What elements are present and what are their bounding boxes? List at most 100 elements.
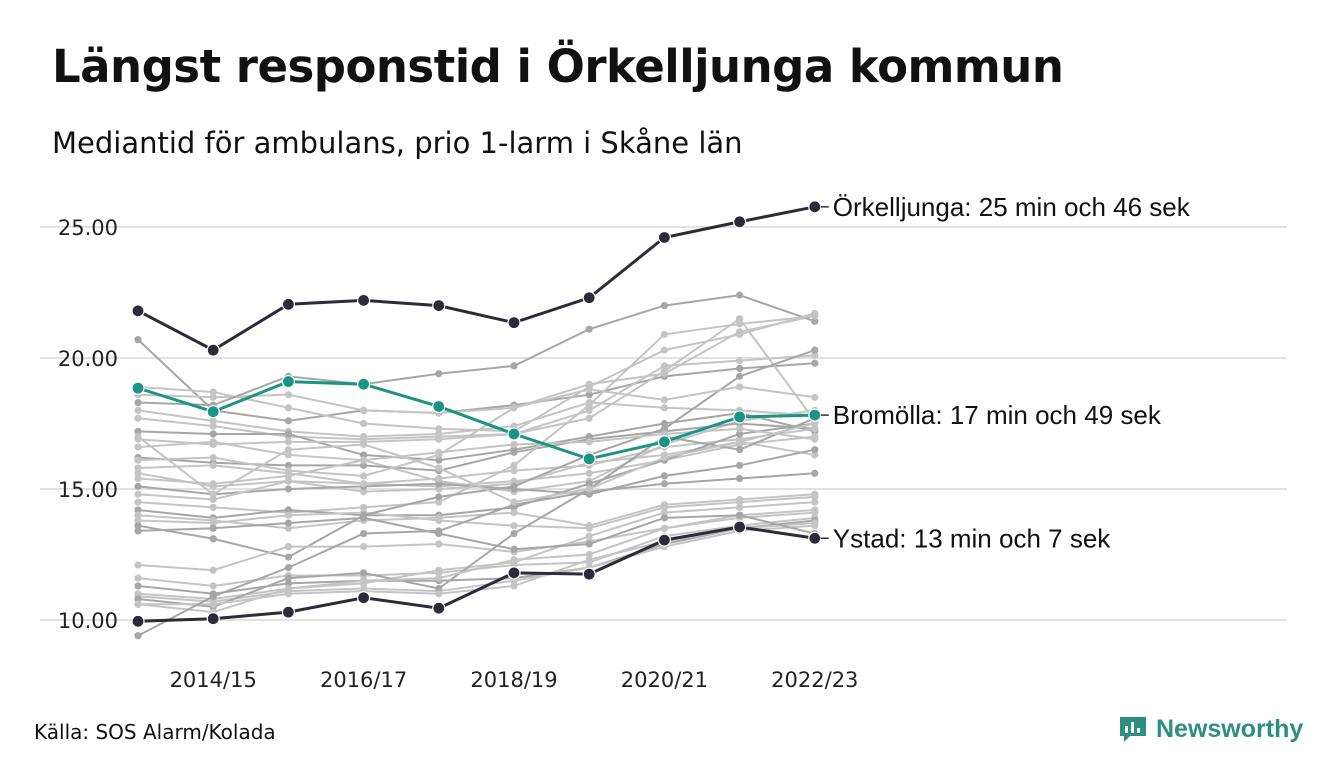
background-series-line — [134, 419, 819, 506]
series-point — [585, 540, 593, 548]
series-point — [736, 383, 744, 391]
series-point-orkelljunga — [732, 215, 747, 229]
series-point — [435, 566, 443, 574]
series-point-bromolla — [732, 410, 747, 424]
series-point — [736, 372, 744, 380]
series-line — [137, 448, 816, 496]
series-point — [811, 451, 819, 459]
series-point — [284, 404, 292, 412]
series-point — [435, 456, 443, 464]
series-point — [435, 529, 443, 538]
series-point-orkelljunga — [206, 343, 220, 357]
series-point — [435, 498, 443, 506]
newsworthy-icon — [1120, 717, 1146, 742]
series-point — [736, 291, 744, 299]
series-point — [660, 425, 669, 433]
series-point — [284, 584, 292, 593]
series-point — [660, 508, 669, 517]
series-point — [510, 582, 518, 590]
series-point — [435, 574, 443, 582]
series-point — [435, 474, 443, 483]
series-point-bromolla — [281, 374, 295, 389]
series-point — [510, 556, 518, 564]
series-point — [510, 508, 518, 517]
series-point — [134, 490, 142, 498]
background-series-line — [134, 469, 819, 640]
series-line — [137, 412, 816, 462]
series-line — [137, 315, 815, 514]
series-point — [585, 556, 593, 564]
series-point — [360, 514, 368, 522]
series-point — [660, 367, 669, 375]
series-point — [134, 561, 142, 569]
series-point — [811, 393, 819, 401]
y-tick-label: 25.00 — [58, 216, 118, 240]
series-point — [209, 453, 217, 462]
series-point — [510, 522, 518, 530]
series-point — [134, 522, 142, 530]
series-point — [811, 359, 819, 367]
series-line — [137, 354, 815, 441]
series-point — [435, 540, 443, 548]
series-line — [137, 511, 815, 572]
series-point — [360, 456, 368, 464]
series-point — [510, 482, 518, 490]
series-point — [134, 600, 142, 608]
series-point — [510, 498, 518, 506]
series-point-ystad — [432, 601, 446, 615]
series-point — [284, 477, 292, 485]
series-point — [435, 464, 443, 472]
series-point — [360, 543, 368, 551]
series-point — [585, 406, 593, 414]
series-point — [209, 461, 217, 470]
series-point — [209, 430, 217, 438]
series-point — [510, 404, 518, 412]
series-orkelljunga: Örkelljunga: 25 min och 46 sek — [131, 192, 1191, 357]
series-point — [209, 519, 217, 527]
series-line-ystad — [137, 525, 816, 623]
series-point — [811, 506, 819, 514]
series-point-orkelljunga — [808, 200, 822, 214]
series-point — [360, 419, 368, 428]
series-line — [137, 493, 815, 530]
series-point — [209, 393, 217, 401]
series-point — [736, 511, 744, 519]
series-point — [209, 490, 217, 498]
series-point — [284, 467, 292, 475]
series-point — [134, 427, 142, 435]
series-point — [736, 474, 744, 483]
series-point — [134, 632, 142, 640]
series-point — [209, 503, 217, 511]
series-point — [284, 461, 292, 470]
series-point-orkelljunga — [281, 297, 295, 311]
series-point — [134, 464, 142, 472]
series-line — [137, 501, 815, 601]
series-point — [660, 524, 669, 532]
series-point — [660, 472, 669, 480]
series-point — [360, 406, 368, 414]
series-bromolla: Bromölla: 17 min och 49 sek — [131, 374, 1162, 466]
x-axis-ticks: 2014/15 2016/17 2018/19 2020/21 2022/23 — [170, 668, 859, 692]
series-point — [585, 532, 593, 540]
series-point — [435, 584, 443, 593]
series-point — [360, 451, 368, 459]
background-series — [134, 291, 819, 640]
series-point — [435, 590, 443, 598]
series-point — [510, 461, 518, 470]
series-point — [134, 456, 142, 464]
series-point — [209, 592, 217, 601]
series-point — [284, 574, 292, 582]
series-point — [284, 446, 292, 454]
series-point — [435, 485, 443, 493]
series-point-bromolla — [657, 435, 672, 449]
series-point — [585, 485, 593, 493]
series-point — [811, 435, 819, 443]
series-point — [660, 302, 669, 310]
series-point — [510, 545, 518, 553]
series-point — [209, 495, 217, 504]
series-point — [284, 564, 292, 572]
series-line — [137, 508, 815, 614]
series-point — [284, 543, 292, 551]
series-point-bromolla — [206, 405, 220, 419]
brand-logo[interactable]: Newsworthy — [1118, 714, 1303, 744]
